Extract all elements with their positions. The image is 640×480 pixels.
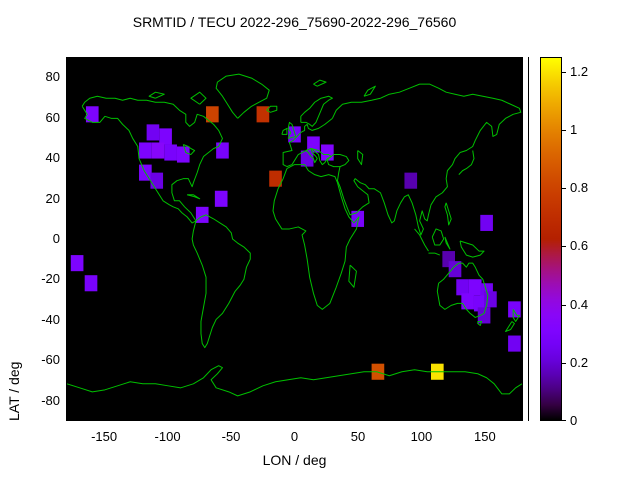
coastline-britain [288, 122, 296, 138]
coastline-new_guinea [460, 241, 484, 257]
heatmap-cell [404, 172, 418, 189]
x-tick-label: -100 [154, 429, 181, 444]
coastline-iceland [267, 106, 277, 112]
colorbar-tick-mark [562, 362, 566, 364]
coastline-asia [332, 84, 520, 235]
heatmap-cell [448, 261, 462, 278]
heatmap-cell [508, 301, 521, 318]
heatmap-cell [159, 128, 172, 145]
heatmap-cell [214, 190, 228, 207]
coastline-antarctica [67, 366, 522, 396]
coastline-baffin_island [191, 92, 206, 104]
heatmap-cell [150, 172, 164, 189]
heatmap-cell [164, 144, 177, 161]
heatmap-cell [146, 124, 160, 141]
coastline-ireland [282, 128, 287, 134]
colorbar-tick-mark [562, 129, 566, 131]
colorbar-tick-mark [562, 246, 566, 248]
heatmap-cell [151, 142, 165, 159]
colorbar-tick-label: 0.6 [570, 238, 589, 254]
heatmap-cell [468, 279, 482, 296]
coastline-japan [459, 151, 474, 175]
coastline-scandinavia [301, 96, 333, 126]
heatmap-cell [456, 279, 469, 296]
coastline-turkey [327, 155, 348, 167]
coastline-north_america [82, 96, 222, 223]
heatmap-cell [461, 293, 474, 310]
colorbar-tick-label: 0.8 [570, 180, 589, 196]
coastline-tasmania [478, 321, 482, 325]
coastline-sumatra [415, 229, 429, 251]
heatmap-cell [139, 142, 152, 159]
coastline-sulawesi [445, 237, 450, 249]
coastline-new_zealand_south [506, 321, 515, 331]
heatmap-cell [473, 295, 487, 312]
coastline-australia [437, 263, 488, 317]
coastline-great_lakes [183, 144, 194, 154]
coastline-novaya_zemlya [364, 86, 375, 96]
heatmap-cell [216, 142, 229, 159]
coastline-new_zealand_north [513, 309, 519, 321]
coastline-europe_atlantic [283, 118, 332, 166]
heatmap-cell [269, 170, 282, 187]
heatmap-cell [85, 106, 99, 123]
heatmap-cell [84, 275, 98, 292]
coastline-greenland [216, 74, 269, 118]
x-axis-label: LON / deg [262, 452, 327, 468]
colorbar-tick-mark [562, 304, 566, 306]
y-tick-label: 60 [45, 109, 60, 125]
heatmap-cell [176, 146, 190, 163]
colorbar-tick-label: 1 [570, 121, 578, 137]
coastline-italy [306, 149, 317, 163]
colorbar [540, 57, 562, 421]
coastline-borneo [432, 229, 443, 245]
y-tick-label: -80 [41, 392, 60, 408]
colorbar-tick-mark [562, 420, 566, 421]
y-tick-label: -60 [41, 352, 60, 368]
y-tick-label: 40 [45, 150, 60, 166]
coastline-balkans_greece [311, 149, 331, 165]
coastline-africa [273, 165, 359, 310]
y-tick-label: 80 [45, 69, 60, 85]
coastline-cuba [187, 195, 200, 199]
heatmap-cell [256, 106, 270, 123]
x-tick-label: -50 [221, 429, 241, 444]
heatmap-cell [288, 126, 301, 143]
heatmap-cell [206, 106, 219, 123]
x-tick-label: 50 [350, 429, 366, 444]
colorbar-tick-label: 1.2 [570, 63, 589, 79]
heatmap-cell [484, 291, 497, 308]
colorbar-tick-mark [562, 188, 566, 190]
chart-title: SRMTID / TECU 2022-296_75690-2022-296_76… [132, 14, 457, 30]
world-tec-heatmap [67, 58, 522, 420]
coastline-philippines [445, 203, 451, 225]
coastline-svalbard [313, 80, 326, 86]
heatmap-cell [508, 335, 521, 352]
y-tick-label: -20 [41, 271, 60, 287]
colorbar-tick-label: 0.2 [570, 354, 589, 370]
x-tick-label: 100 [410, 429, 433, 444]
heatmap-cell [300, 150, 314, 167]
heatmap-cell [70, 255, 84, 272]
x-tick-label: 150 [474, 429, 496, 444]
map-plot [66, 57, 523, 421]
coastline-madagascar [349, 265, 357, 287]
heatmap-cell [477, 307, 491, 324]
x-tick-label: 0 [290, 429, 299, 444]
colorbar-tick-mark [562, 71, 566, 73]
coastline-south_america [192, 215, 250, 348]
coastline-java [428, 253, 439, 255]
coastline-victoria_island [149, 92, 164, 98]
y-tick-label: 0 [52, 231, 60, 246]
y-tick-label: -40 [41, 311, 60, 327]
coastline-mediterranean_north [287, 151, 306, 167]
x-tick-label: -150 [91, 429, 118, 444]
colorbar-tick-label: 0.4 [570, 296, 589, 312]
heatmap-cell [480, 214, 493, 231]
plot-right-frame-line [528, 57, 529, 421]
y-tick-label: 20 [45, 190, 60, 206]
colorbar-tick-label: 0 [570, 413, 578, 428]
coastline-caspian_sea [358, 151, 363, 165]
